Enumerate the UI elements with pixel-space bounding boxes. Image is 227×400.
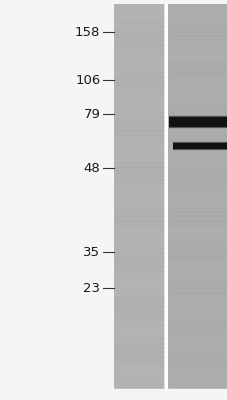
Text: 158: 158	[75, 26, 100, 38]
Bar	[114, 4, 163, 388]
Text: 48: 48	[83, 162, 100, 174]
Text: 23: 23	[83, 282, 100, 294]
Text: 79: 79	[83, 108, 100, 120]
Text: 35: 35	[83, 246, 100, 258]
Text: 106: 106	[75, 74, 100, 86]
Bar	[167, 4, 227, 388]
